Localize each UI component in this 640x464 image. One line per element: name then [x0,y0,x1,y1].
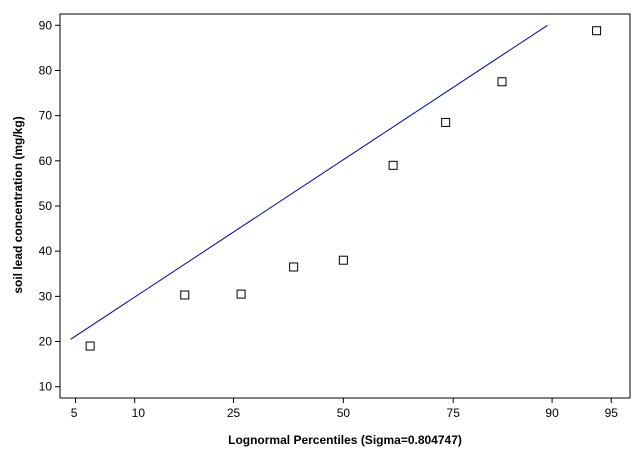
x-tick-label: 95 [605,406,619,420]
data-point [85,341,95,351]
y-axis: 10 20 30 40 50 60 70 80 90 [39,18,60,394]
y-tick-label: 80 [39,63,53,77]
data-point [236,289,246,299]
y-tick-label: 10 [39,380,53,394]
data-point [497,77,507,87]
x-tick-label: 90 [545,406,559,420]
data-points [85,26,602,351]
y-tick-label: 50 [39,199,53,213]
x-tick-label: 5 [71,406,78,420]
x-tick-label: 10 [132,406,146,420]
data-point [441,117,451,127]
y-tick-label: 30 [39,289,53,303]
x-tick-label: 50 [337,406,351,420]
plot-border [59,13,631,399]
x-tick-label: 25 [227,406,241,420]
data-point [338,255,348,265]
x-axis-title: Lognormal Percentiles (Sigma=0.804747) [228,433,462,447]
y-tick-label: 90 [39,18,53,32]
y-tick-label: 40 [39,244,53,258]
fit-line-group [70,24,548,340]
plot-frame [59,13,631,399]
data-point [388,160,398,170]
y-axis-title: soil lead concentration (mg/kg) [11,116,25,293]
x-axis: 5 10 25 50 75 90 95 [71,398,618,420]
y-tick-label: 60 [39,154,53,168]
data-point [289,262,299,272]
x-tick-label: 75 [447,406,461,420]
fit-line [70,24,548,340]
data-point [180,290,190,300]
y-tick-label: 70 [39,109,53,123]
data-point [592,26,602,36]
y-tick-label: 20 [39,335,53,349]
